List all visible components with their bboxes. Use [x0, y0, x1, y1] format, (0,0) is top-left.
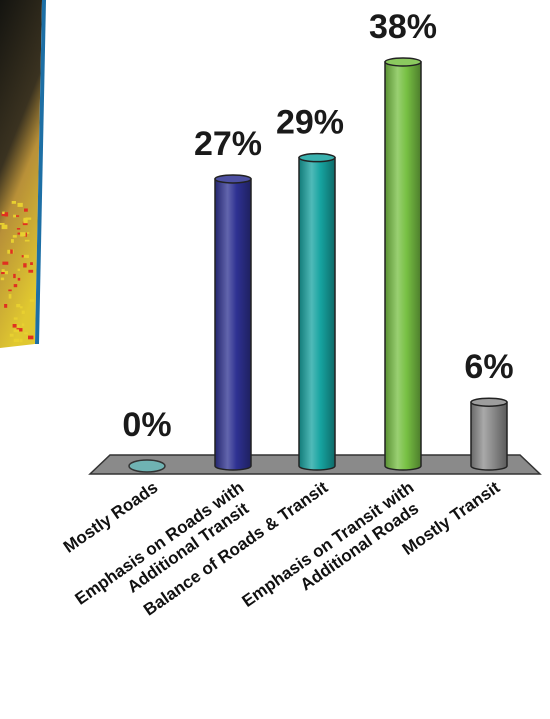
value-label: 38% — [369, 8, 437, 46]
bar-zero-marker — [128, 459, 166, 473]
photo-speckle — [28, 269, 34, 273]
bar-body — [298, 156, 336, 471]
bar-top — [214, 174, 252, 184]
photo-speckle — [17, 202, 23, 207]
photo-speckle — [23, 217, 29, 220]
photo-speckle — [24, 332, 28, 335]
photo-speckle — [24, 239, 30, 242]
photo-speckle — [30, 262, 33, 265]
photo-speckle — [0, 277, 5, 281]
value-label: 0% — [122, 406, 171, 444]
photo-speckle — [9, 333, 14, 337]
photo-speckle — [11, 239, 14, 243]
photo-speckle — [10, 249, 13, 254]
photo-speckle — [4, 212, 9, 217]
photo-speckle — [13, 329, 20, 333]
photo-speckle — [24, 208, 28, 212]
photo-speckle — [26, 255, 29, 258]
photo-speckle — [16, 304, 21, 308]
photo-speckle — [17, 277, 21, 281]
bar — [470, 397, 508, 471]
value-label: 27% — [194, 125, 262, 163]
photo-speckle — [22, 221, 28, 226]
photo-speckle — [13, 273, 16, 279]
photo-speckle — [23, 218, 28, 224]
photo-speckle — [15, 215, 20, 217]
photo-speckle — [2, 211, 5, 214]
photo-speckle — [16, 228, 21, 230]
photo-speckle — [13, 284, 18, 288]
photo-speckle — [19, 338, 23, 343]
photo-speckle — [4, 304, 8, 308]
bar-body — [384, 61, 422, 471]
photo-speckle — [1, 212, 6, 217]
photo-speckle — [17, 232, 21, 235]
photo-speckle — [2, 270, 8, 275]
photo-speckle — [13, 214, 16, 218]
photo-speckle — [29, 299, 35, 302]
photo-speckle — [12, 235, 17, 238]
category-label-line: Emphasis on Roads with — [72, 478, 248, 609]
value-label: 29% — [276, 104, 344, 142]
photo-speckle — [20, 306, 23, 309]
bar-top — [298, 152, 336, 163]
photo-speckle — [8, 294, 12, 299]
photo-thumbnail-icon — [0, 0, 46, 348]
photo-speckle — [7, 249, 11, 254]
photo-speckle — [1, 224, 8, 230]
photo-speckle — [21, 310, 25, 314]
photo-speckle — [13, 338, 20, 342]
bar — [128, 459, 166, 473]
photo-speckle — [17, 325, 20, 328]
photo-speckle — [26, 232, 30, 234]
photo-speckle — [23, 263, 27, 268]
bar — [384, 57, 422, 471]
photo-speckle — [22, 323, 25, 327]
category-label-line: Emphasis on Transit with — [238, 478, 417, 611]
photo-speckle — [12, 324, 17, 328]
photo-speckle — [20, 232, 26, 237]
bar — [298, 152, 336, 471]
bar-top — [384, 57, 422, 67]
value-label: 6% — [464, 348, 513, 386]
photo-speckle — [13, 317, 18, 320]
photo-speckle — [11, 201, 16, 204]
bar-body — [470, 401, 508, 471]
photo-speckle — [8, 289, 12, 292]
photo-speckle — [16, 328, 23, 332]
photo-speckle — [28, 335, 34, 340]
photo-speckle — [17, 268, 21, 271]
category-label: Emphasis on Transit withAdditional Roads — [238, 478, 428, 628]
bar — [214, 174, 252, 471]
photo-speckle — [2, 261, 9, 265]
photo-speckle — [0, 223, 5, 225]
bar-body — [214, 178, 252, 471]
bar-top — [470, 397, 508, 407]
photo-speckle — [1, 269, 5, 273]
photo-speckle — [1, 272, 5, 275]
